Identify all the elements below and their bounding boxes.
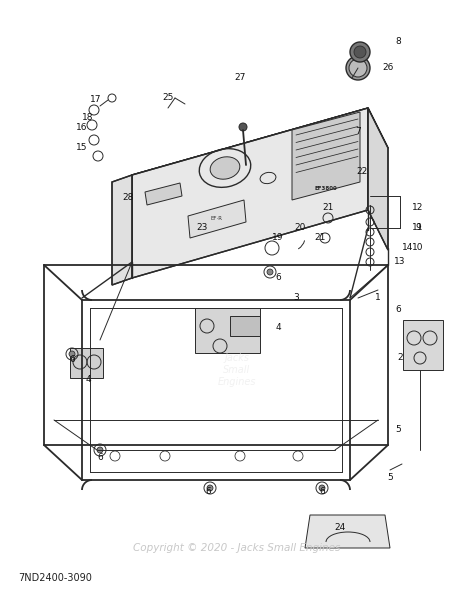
Text: 11: 11 [412, 224, 424, 232]
Text: 26: 26 [383, 64, 394, 73]
Text: 16: 16 [76, 123, 88, 132]
Circle shape [239, 123, 247, 131]
Text: 6: 6 [205, 488, 211, 496]
Text: 1: 1 [375, 293, 381, 303]
Text: 7ND2400-3090: 7ND2400-3090 [18, 573, 92, 583]
Circle shape [267, 269, 273, 275]
Text: 6: 6 [69, 355, 75, 365]
Text: EF·R: EF·R [211, 216, 223, 222]
Text: 19: 19 [272, 234, 284, 243]
Text: 10: 10 [412, 244, 424, 253]
Text: 13: 13 [394, 257, 406, 266]
Polygon shape [195, 308, 260, 353]
Polygon shape [305, 515, 390, 548]
Text: 3: 3 [293, 293, 299, 303]
Text: 20: 20 [294, 224, 306, 232]
Text: 21: 21 [322, 203, 334, 213]
Circle shape [207, 485, 213, 491]
Polygon shape [112, 175, 132, 285]
Text: 4: 4 [275, 324, 281, 333]
Circle shape [69, 351, 75, 357]
Polygon shape [70, 348, 103, 378]
Circle shape [346, 56, 370, 80]
Text: Copyright © 2020 - Jacks Small Engines: Copyright © 2020 - Jacks Small Engines [133, 543, 341, 553]
Text: 24: 24 [334, 523, 346, 532]
Text: 23: 23 [196, 224, 208, 232]
Text: 6: 6 [275, 274, 281, 283]
Text: 6: 6 [97, 454, 103, 462]
Text: 4: 4 [85, 375, 91, 384]
Text: Jacks
Small
Engines: Jacks Small Engines [218, 353, 256, 387]
Ellipse shape [210, 157, 240, 179]
Text: 6: 6 [319, 488, 325, 496]
Text: 18: 18 [82, 113, 94, 123]
Text: 25: 25 [162, 94, 173, 103]
Text: 21: 21 [314, 234, 326, 243]
Text: 9: 9 [415, 224, 421, 232]
Circle shape [97, 447, 103, 453]
Polygon shape [230, 316, 260, 336]
Text: 15: 15 [76, 144, 88, 153]
Polygon shape [132, 108, 388, 215]
Polygon shape [292, 112, 360, 200]
Circle shape [354, 46, 366, 58]
Polygon shape [403, 320, 443, 370]
Polygon shape [188, 200, 246, 238]
Text: 7: 7 [355, 128, 361, 136]
Text: 5: 5 [395, 426, 401, 434]
Text: 6: 6 [395, 306, 401, 315]
Text: 12: 12 [412, 203, 424, 213]
Text: EF3800: EF3800 [315, 185, 337, 191]
Circle shape [349, 59, 367, 77]
Polygon shape [368, 108, 388, 250]
Text: 28: 28 [122, 194, 134, 203]
Polygon shape [132, 108, 368, 278]
Circle shape [350, 42, 370, 62]
Text: 22: 22 [356, 167, 368, 176]
Text: 27: 27 [234, 73, 246, 82]
Text: 14: 14 [402, 244, 414, 253]
Text: 17: 17 [90, 95, 102, 104]
Circle shape [319, 485, 325, 491]
Text: 8: 8 [395, 38, 401, 46]
Text: 5: 5 [387, 473, 393, 483]
Text: 2: 2 [397, 353, 403, 362]
Polygon shape [145, 183, 182, 205]
